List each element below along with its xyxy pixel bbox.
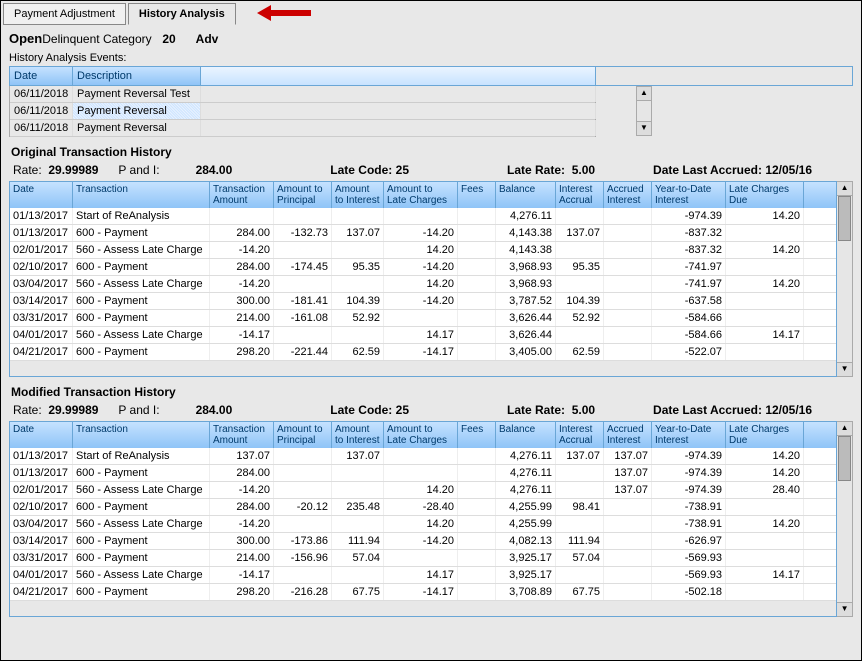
adv-label: Adv bbox=[196, 32, 219, 46]
table-row[interactable]: 02/10/2017600 - Payment284.00-174.4595.3… bbox=[10, 259, 836, 276]
column-header[interactable]: Amount to Interest bbox=[332, 182, 384, 208]
table-row[interactable]: 04/21/2017600 - Payment298.20-221.4462.5… bbox=[10, 344, 836, 361]
column-header[interactable]: Accrued Interest bbox=[604, 182, 652, 208]
events-scrollbar[interactable]: ▲ ▼ bbox=[636, 86, 652, 136]
event-row[interactable]: 06/11/2018Payment Reversal bbox=[10, 120, 595, 137]
modified-summary: Rate: 29.99989 P and I: 284.00 Late Code… bbox=[9, 401, 853, 421]
scroll-down-icon[interactable]: ▼ bbox=[837, 362, 852, 376]
column-header[interactable]: Amount to Late Charges bbox=[384, 422, 458, 448]
events-table[interactable]: 06/11/2018Payment Reversal Test06/11/201… bbox=[9, 86, 596, 137]
table-row[interactable]: 04/21/2017600 - Payment298.20-216.2867.7… bbox=[10, 584, 836, 601]
table-row[interactable]: 03/14/2017600 - Payment300.00-181.41104.… bbox=[10, 293, 836, 310]
table-row[interactable]: 02/01/2017560 - Assess Late Charge-14.20… bbox=[10, 242, 836, 259]
table-row[interactable]: 01/13/2017Start of ReAnalysis137.07137.0… bbox=[10, 448, 836, 465]
delinquent-value: 20 bbox=[162, 32, 175, 46]
table-row[interactable]: 02/10/2017600 - Payment284.00-20.12235.4… bbox=[10, 499, 836, 516]
column-header[interactable]: Fees bbox=[458, 422, 496, 448]
table-row[interactable]: 03/04/2017560 - Assess Late Charge-14.20… bbox=[10, 516, 836, 533]
column-header[interactable]: Amount to Late Charges bbox=[384, 182, 458, 208]
table-row[interactable]: 01/13/2017600 - Payment284.004,276.11137… bbox=[10, 465, 836, 482]
column-header[interactable]: Date bbox=[10, 182, 73, 208]
events-hdr-date[interactable]: Date bbox=[10, 67, 73, 85]
table-row[interactable]: 03/31/2017600 - Payment214.00-156.9657.0… bbox=[10, 550, 836, 567]
column-header[interactable]: Balance bbox=[496, 182, 556, 208]
column-header[interactable]: Interest Accrual bbox=[556, 182, 604, 208]
column-header[interactable]: Amount to Principal bbox=[274, 182, 332, 208]
table-row[interactable]: 03/31/2017600 - Payment214.00-161.0852.9… bbox=[10, 310, 836, 327]
column-header[interactable]: Balance bbox=[496, 422, 556, 448]
column-header[interactable]: Transaction bbox=[73, 182, 210, 208]
callout-arrow bbox=[261, 5, 311, 21]
column-header[interactable]: Late Charges Due bbox=[726, 182, 804, 208]
column-header[interactable]: Year-to-Date Interest bbox=[652, 422, 726, 448]
column-header[interactable]: Fees bbox=[458, 182, 496, 208]
scroll-up-icon[interactable]: ▲ bbox=[837, 422, 852, 436]
events-header: Date Description bbox=[9, 66, 853, 86]
table-row[interactable]: 04/01/2017560 - Assess Late Charge-14.17… bbox=[10, 327, 836, 344]
events-label: History Analysis Events: bbox=[9, 52, 853, 64]
column-header[interactable]: Transaction bbox=[73, 422, 210, 448]
scroll-up-icon[interactable]: ▲ bbox=[837, 182, 852, 196]
modified-grid[interactable]: DateTransactionTransaction AmountAmount … bbox=[9, 421, 837, 617]
column-header[interactable]: Transaction Amount bbox=[210, 182, 274, 208]
events-filter-input[interactable] bbox=[201, 67, 596, 85]
delinquent-label: Delinquent Category bbox=[42, 32, 151, 46]
table-row[interactable]: 02/01/2017560 - Assess Late Charge-14.20… bbox=[10, 482, 836, 499]
event-row[interactable]: 06/11/2018Payment Reversal bbox=[10, 103, 595, 120]
table-row[interactable]: 04/01/2017560 - Assess Late Charge-14.17… bbox=[10, 567, 836, 584]
original-grid[interactable]: DateTransactionTransaction AmountAmount … bbox=[9, 181, 837, 377]
scroll-down-icon[interactable]: ▼ bbox=[637, 121, 651, 135]
original-scrollbar[interactable]: ▲ ▼ bbox=[837, 181, 853, 377]
scroll-down-icon[interactable]: ▼ bbox=[837, 602, 852, 616]
scroll-up-icon[interactable]: ▲ bbox=[637, 87, 651, 101]
column-header[interactable]: Date bbox=[10, 422, 73, 448]
table-row[interactable]: 01/13/2017600 - Payment284.00-132.73137.… bbox=[10, 225, 836, 242]
column-header[interactable]: Accrued Interest bbox=[604, 422, 652, 448]
event-row[interactable]: 06/11/2018Payment Reversal Test bbox=[10, 86, 595, 103]
original-summary: Rate: 29.99989 P and I: 284.00 Late Code… bbox=[9, 161, 853, 181]
status-open: Open bbox=[9, 31, 42, 46]
column-header[interactable]: Late Charges Due bbox=[726, 422, 804, 448]
table-row[interactable]: 03/14/2017600 - Payment300.00-173.86111.… bbox=[10, 533, 836, 550]
events-hdr-description[interactable]: Description bbox=[73, 67, 201, 85]
tab-history-analysis[interactable]: History Analysis bbox=[128, 3, 236, 25]
column-header[interactable]: Transaction Amount bbox=[210, 422, 274, 448]
column-header[interactable]: Amount to Principal bbox=[274, 422, 332, 448]
modified-title: Modified Transaction History bbox=[11, 385, 853, 399]
table-row[interactable]: 01/13/2017Start of ReAnalysis4,276.11-97… bbox=[10, 208, 836, 225]
tab-payment-adjustment[interactable]: Payment Adjustment bbox=[3, 3, 126, 25]
table-row[interactable]: 03/04/2017560 - Assess Late Charge-14.20… bbox=[10, 276, 836, 293]
column-header[interactable]: Interest Accrual bbox=[556, 422, 604, 448]
original-title: Original Transaction History bbox=[11, 145, 853, 159]
column-header[interactable]: Year-to-Date Interest bbox=[652, 182, 726, 208]
status-row: Open Delinquent Category 20 Adv bbox=[9, 31, 853, 46]
modified-scrollbar[interactable]: ▲ ▼ bbox=[837, 421, 853, 617]
column-header[interactable]: Amount to Interest bbox=[332, 422, 384, 448]
tab-bar: Payment Adjustment History Analysis bbox=[1, 1, 861, 25]
